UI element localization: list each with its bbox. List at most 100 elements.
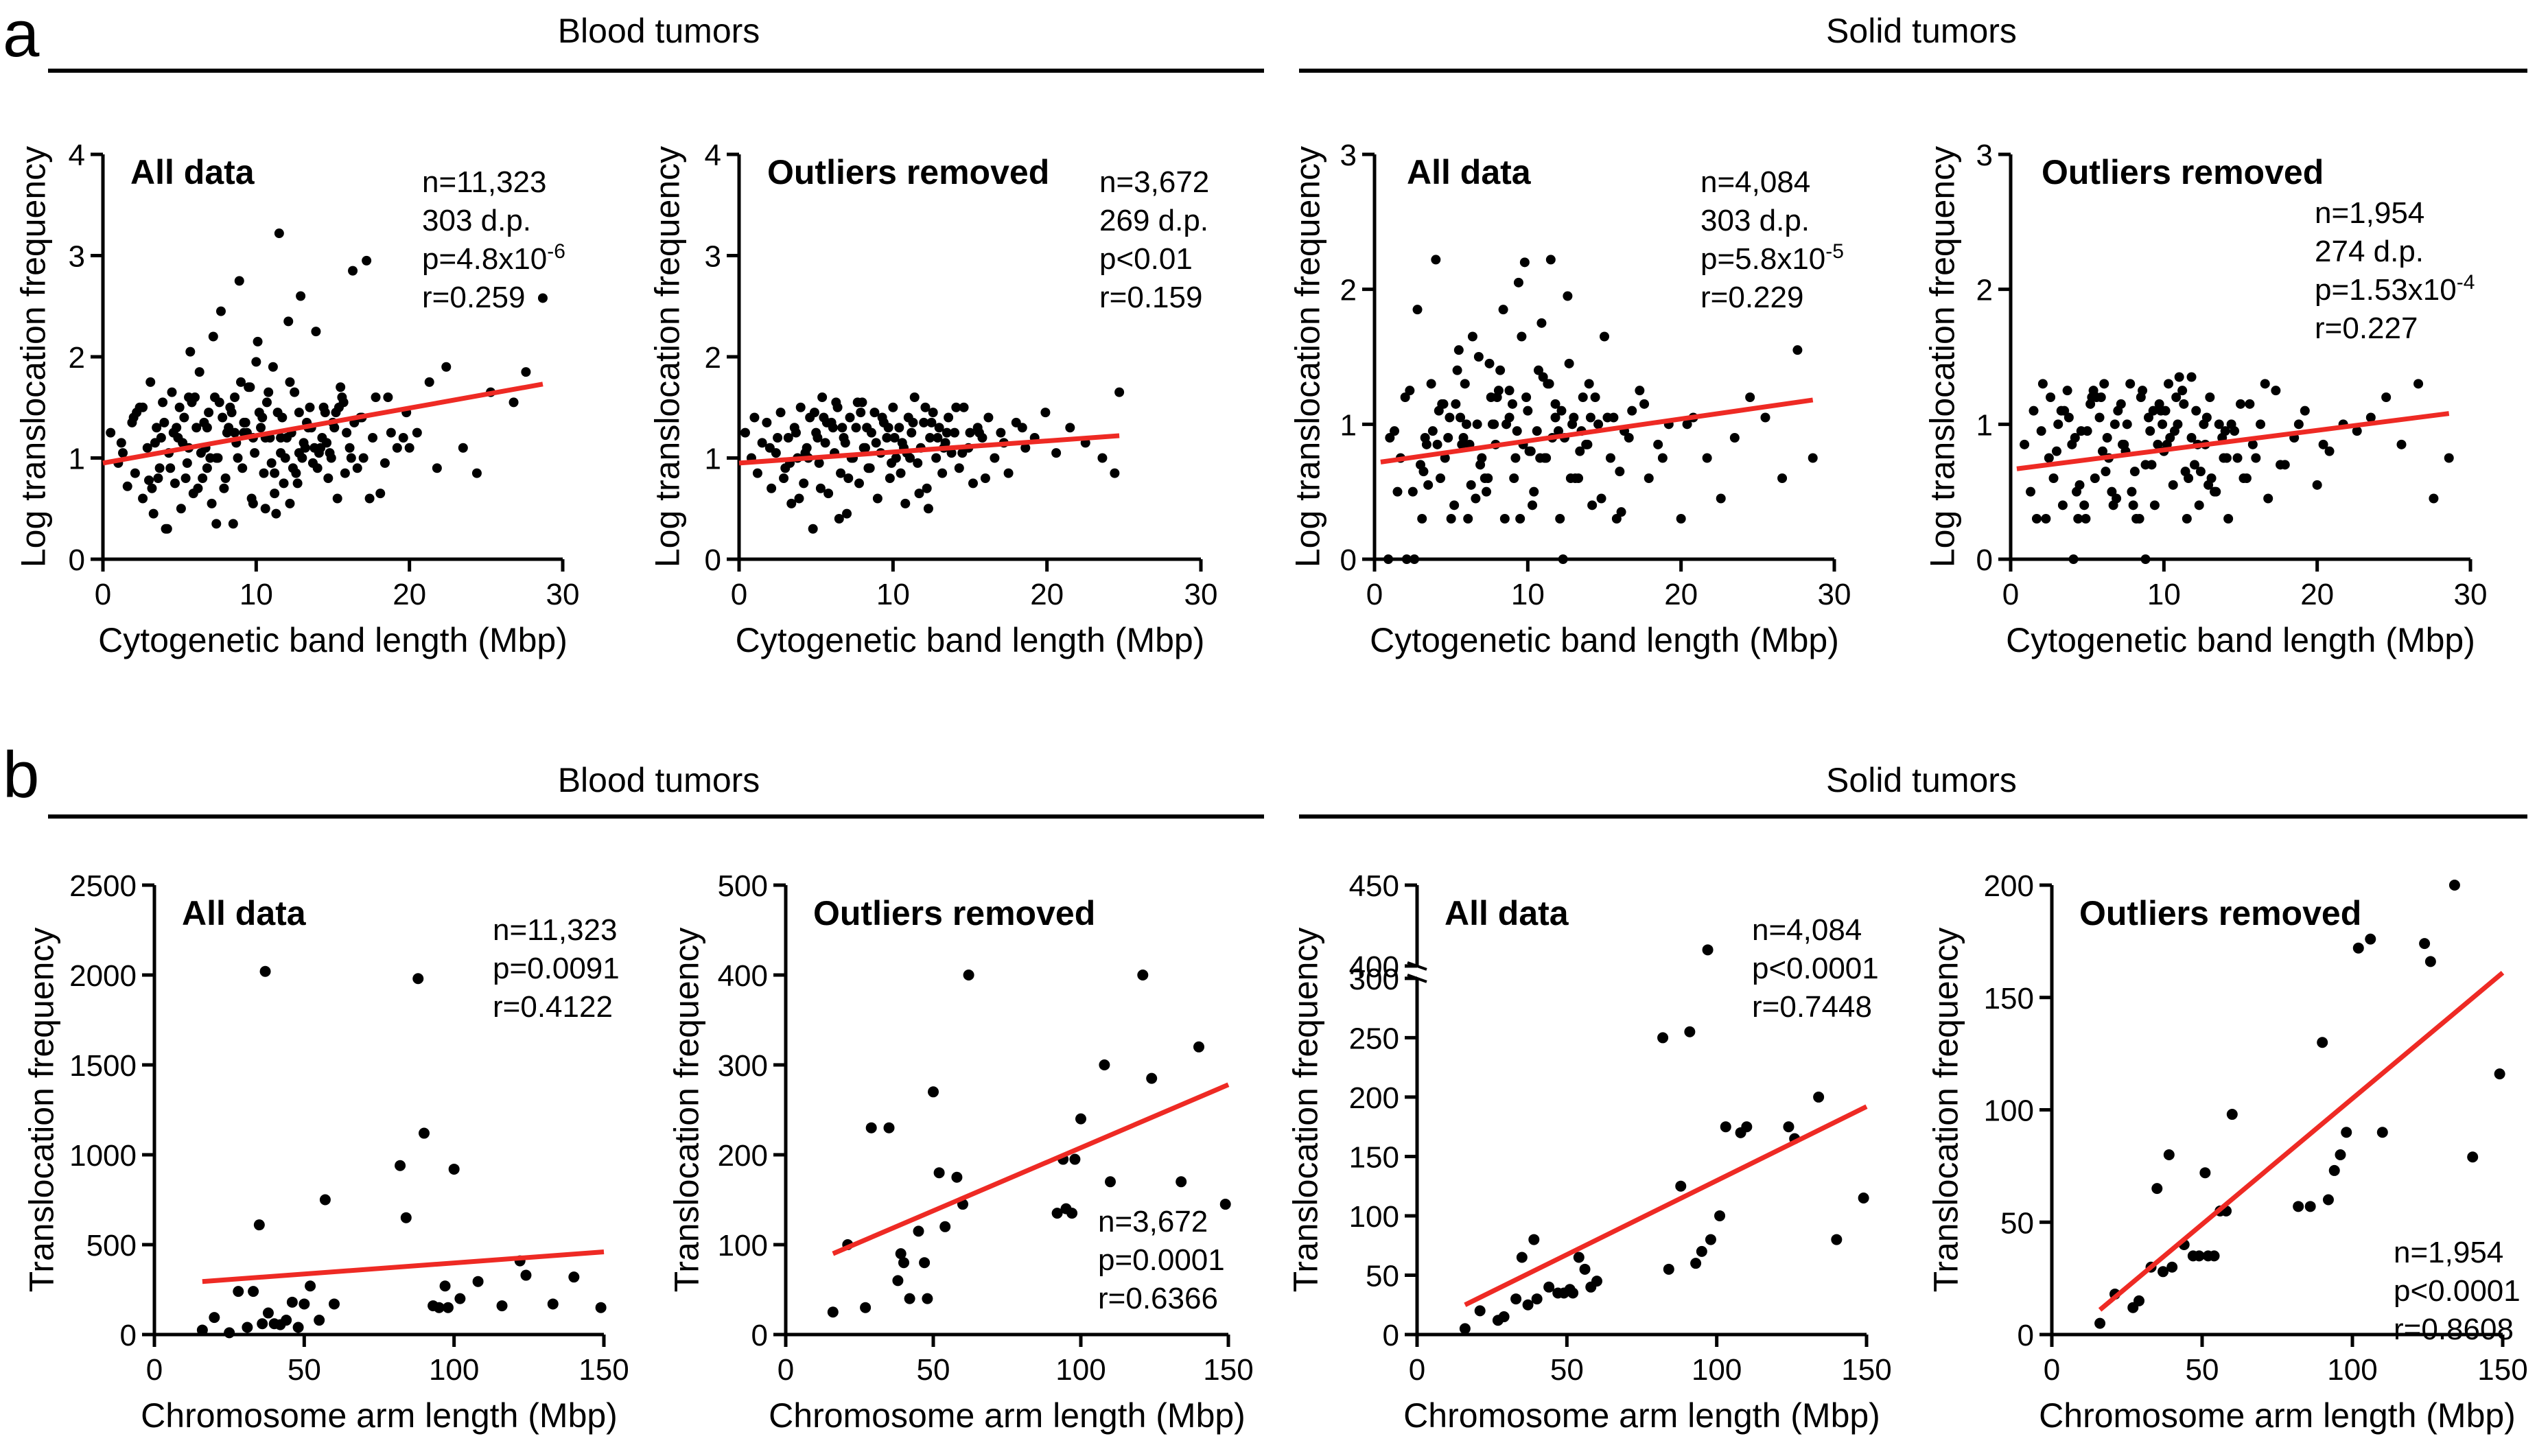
data-point bbox=[2186, 433, 2197, 443]
data-point bbox=[1532, 426, 1542, 436]
data-point bbox=[1099, 1059, 1110, 1070]
data-point bbox=[311, 327, 321, 337]
data-point bbox=[1591, 1276, 1602, 1287]
data-point bbox=[1426, 379, 1436, 389]
data-point bbox=[892, 1275, 904, 1287]
data-point bbox=[233, 1286, 244, 1298]
data-point bbox=[1516, 1252, 1528, 1263]
x-tick-label: 50 bbox=[1550, 1353, 1584, 1387]
panel-letter-b: b bbox=[3, 738, 40, 812]
data-point bbox=[138, 402, 148, 412]
y-tick-label: 300 bbox=[1349, 963, 1399, 996]
data-point bbox=[2107, 486, 2117, 497]
data-point bbox=[279, 478, 289, 489]
data-point bbox=[234, 276, 244, 286]
data-point bbox=[842, 508, 852, 519]
data-point bbox=[1467, 331, 1477, 342]
data-point bbox=[1729, 433, 1740, 443]
data-point bbox=[281, 1315, 292, 1326]
data-point bbox=[398, 433, 408, 443]
y-tick-label: 0 bbox=[751, 1319, 768, 1352]
data-point bbox=[1498, 1311, 1510, 1323]
data-point bbox=[392, 443, 402, 453]
data-point bbox=[1522, 1299, 1534, 1311]
data-point bbox=[1401, 554, 1412, 564]
data-point bbox=[1528, 500, 1538, 510]
data-point bbox=[1460, 379, 1470, 389]
data-point bbox=[2149, 500, 2160, 510]
regression-line bbox=[2098, 971, 2505, 1312]
data-point bbox=[176, 504, 186, 514]
data-point bbox=[386, 427, 396, 438]
group-rule-b-solid bbox=[1299, 814, 2527, 819]
data-point bbox=[1453, 345, 1464, 355]
x-axis-label: Cytogenetic band length (Mbp) bbox=[98, 621, 568, 659]
group-rule-b-blood bbox=[48, 814, 1264, 819]
data-point bbox=[245, 382, 255, 392]
data-point bbox=[2208, 1250, 2220, 1262]
stats-line: p=0.0091 bbox=[493, 952, 620, 985]
y-axis-label: Translocation frequency bbox=[668, 928, 706, 1293]
data-point bbox=[153, 473, 163, 483]
data-point bbox=[158, 397, 168, 408]
data-point bbox=[762, 417, 772, 427]
data-point bbox=[332, 493, 342, 504]
y-tick-label: 50 bbox=[2000, 1206, 2034, 1240]
data-point bbox=[1543, 1281, 1555, 1293]
data-point bbox=[767, 483, 777, 493]
data-point bbox=[2444, 453, 2454, 463]
data-point bbox=[283, 316, 294, 327]
data-point bbox=[1550, 399, 1560, 409]
data-point bbox=[2166, 1261, 2178, 1273]
data-point bbox=[2236, 399, 2245, 409]
data-point bbox=[815, 483, 826, 493]
stats-line: n=11,323 bbox=[493, 913, 617, 947]
data-point bbox=[2419, 938, 2431, 950]
data-point bbox=[908, 417, 918, 427]
data-point bbox=[1472, 419, 1482, 430]
data-point bbox=[1808, 453, 1818, 463]
data-point bbox=[2304, 1201, 2316, 1212]
chart-title: Outliers removed bbox=[767, 153, 1049, 191]
data-point bbox=[400, 1212, 412, 1223]
data-point bbox=[2140, 554, 2151, 564]
data-point bbox=[2318, 439, 2328, 449]
data-point bbox=[913, 458, 923, 468]
stats-block: n=1,954 274 d.p.p=1.53x10-4 r=0.227 bbox=[2315, 196, 2475, 345]
data-point bbox=[944, 412, 954, 423]
stats-line: p=1.53x10-4 bbox=[2315, 271, 2475, 307]
data-point bbox=[172, 423, 182, 433]
data-point bbox=[1635, 386, 1645, 396]
data-point bbox=[2214, 419, 2224, 430]
data-point bbox=[208, 331, 218, 342]
data-point bbox=[191, 423, 202, 433]
data-point bbox=[1065, 423, 1075, 433]
data-point bbox=[2158, 1266, 2169, 1278]
data-point bbox=[1716, 493, 1726, 504]
data-point bbox=[2381, 392, 2392, 402]
x-tick-label: 0 bbox=[1366, 578, 1383, 611]
data-point bbox=[909, 392, 920, 402]
data-point bbox=[262, 1307, 274, 1319]
data-point bbox=[128, 412, 139, 423]
data-point bbox=[2048, 473, 2059, 483]
data-point bbox=[1443, 433, 1453, 443]
data-point bbox=[1508, 399, 1517, 409]
y-tick-label: 1 bbox=[705, 443, 721, 476]
plot-b2: 0 100 200 300 400 500 0 50 100 150 Chromosome arm … bbox=[668, 869, 1254, 1435]
y-tick-label: 200 bbox=[1984, 869, 2034, 903]
data-point bbox=[194, 367, 204, 377]
data-point bbox=[154, 463, 165, 473]
x-tick-label: 100 bbox=[1055, 1353, 1106, 1387]
data-point bbox=[1473, 352, 1484, 362]
data-point bbox=[1760, 412, 1770, 423]
y-tick-label: 1 bbox=[1340, 408, 1357, 442]
data-point bbox=[1517, 331, 1527, 342]
data-point bbox=[1437, 399, 1447, 409]
data-point bbox=[872, 493, 882, 504]
data-point bbox=[1615, 467, 1625, 477]
data-point bbox=[933, 433, 943, 443]
data-point bbox=[1452, 365, 1462, 375]
